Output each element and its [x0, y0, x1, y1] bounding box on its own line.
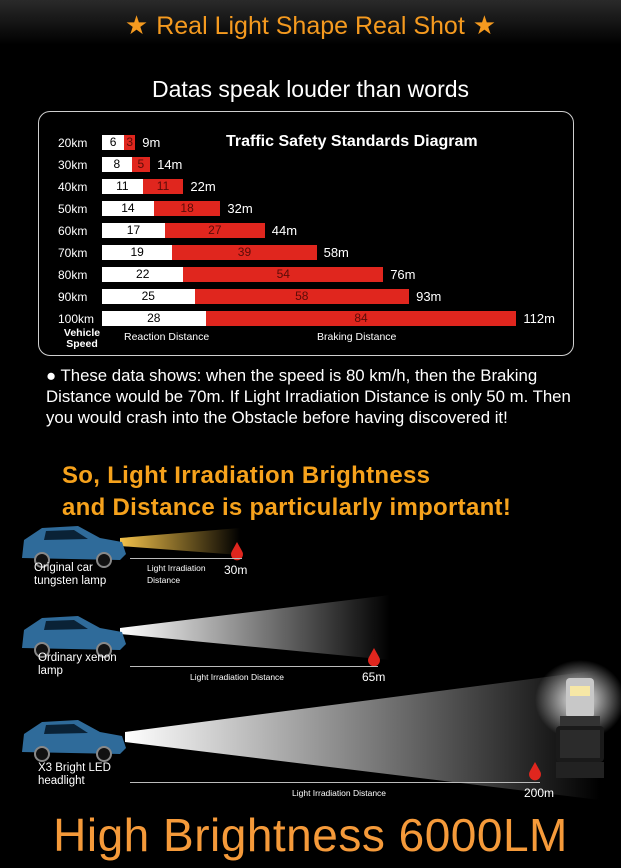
- speed-label: 100km: [58, 312, 95, 326]
- x-axis-label-text: Vehicle Speed: [63, 327, 101, 350]
- legend-reaction: Reaction Distance: [124, 331, 210, 343]
- explanation-paragraph: ● These data shows: when the speed is 80…: [46, 366, 571, 427]
- braking-bar: 3: [124, 135, 136, 150]
- speed-label: 60km: [58, 224, 88, 238]
- banner-title: ★ Real Light Shape Real Shot ★: [0, 10, 621, 41]
- reaction-bar: 25: [102, 289, 195, 304]
- subtitle: Datas speak louder than words: [151, 76, 470, 102]
- total-distance-label: 112m: [523, 311, 555, 326]
- legend-braking: Braking Distance: [317, 331, 397, 343]
- reaction-bar: 14: [102, 201, 154, 216]
- marker-pin-icon-3: [529, 762, 542, 781]
- total-distance-label: 14m: [157, 157, 183, 172]
- speed-label: 40km: [58, 180, 88, 194]
- axis-line-1: [130, 558, 242, 559]
- tungsten-label: Original car tungsten lamp: [34, 562, 107, 587]
- car-icon-2: [22, 616, 126, 658]
- car-icon-1: [22, 526, 126, 568]
- reaction-bar: 22: [102, 267, 184, 282]
- tungsten-beam: [120, 528, 240, 555]
- star-icon-right: ★: [472, 10, 497, 40]
- speed-label: 90km: [58, 290, 88, 304]
- total-distance-label: 22m: [190, 179, 216, 194]
- headline-line2: and Distance is particularly important!: [62, 494, 512, 521]
- chart-frame: [38, 111, 574, 356]
- axis-line-3: [130, 782, 540, 783]
- headlight-comparison-illustration: [22, 526, 621, 800]
- total-distance-label: 9m: [142, 135, 161, 150]
- reaction-bar: 8: [102, 157, 132, 172]
- axis-line-2: [130, 666, 378, 667]
- chart-title: Traffic Safety Standards Diagram: [226, 133, 478, 150]
- reaction-bar: 19: [102, 245, 173, 260]
- braking-bar: 39: [172, 245, 317, 260]
- xenon-axis-label: Light Irradiation Distance: [190, 672, 285, 682]
- banner-title-text: Real Light Shape Real Shot: [156, 12, 465, 40]
- total-distance-label: 32m: [227, 201, 253, 216]
- xenon-label: Ordinary xenon lamp: [38, 652, 117, 677]
- total-distance-label: 93m: [416, 289, 442, 304]
- speed-label: 30km: [58, 158, 88, 172]
- total-distance-label: 76m: [390, 267, 416, 282]
- headline: So, Light Irradiation Brightness and Dis…: [62, 460, 621, 524]
- xenon-distance: 65m: [362, 670, 386, 684]
- reaction-bar: 11: [102, 179, 143, 194]
- tungsten-axis-label: Light Irradiation Distance: [147, 563, 206, 585]
- braking-bar: 11: [142, 179, 184, 194]
- xenon-beam: [120, 595, 390, 660]
- marker-pin-icon-2: [368, 648, 380, 667]
- led-axis-label: Light Irradiation Distance: [292, 788, 387, 798]
- marker-pin-icon-1: [231, 542, 243, 561]
- reaction-bar: 6: [102, 135, 125, 150]
- headline-line1: So, Light Irradiation Brightness: [62, 462, 431, 489]
- top-banner: [0, 0, 621, 56]
- speed-label: 80km: [58, 268, 88, 282]
- total-distance-label: 58m: [323, 245, 349, 260]
- speed-label: 50km: [58, 202, 88, 216]
- chart-layer: 20km 6 3 9m 30km 8 5 14m 40km 11 11 22m 50km 14 18 32m 6…: [0, 0, 621, 360]
- car-icon-3: [22, 720, 126, 762]
- x-axis-label: Vehicle Speed: [62, 328, 102, 350]
- braking-bar: 84: [205, 311, 517, 326]
- reaction-bar: 28: [102, 311, 206, 326]
- tungsten-distance: 30m: [224, 563, 248, 577]
- braking-bar: 54: [183, 267, 384, 282]
- speed-label: 70km: [58, 246, 88, 260]
- braking-bar: 18: [153, 201, 221, 216]
- led-distance: 200m: [524, 786, 555, 800]
- speed-label: 20km: [58, 136, 88, 150]
- braking-bar: 5: [131, 157, 151, 172]
- total-distance-label: 44m: [271, 223, 298, 238]
- star-icon-left: ★: [124, 10, 149, 40]
- led-beam: [125, 670, 600, 800]
- reaction-bar: 17: [102, 223, 165, 238]
- braking-bar: 27: [164, 223, 265, 238]
- led-bulb-product-image: [535, 660, 621, 778]
- braking-bar: 58: [194, 289, 410, 304]
- footer-title: High Brightness 6000LM: [53, 809, 568, 861]
- led-label: X3 Bright LED headlight: [38, 762, 111, 787]
